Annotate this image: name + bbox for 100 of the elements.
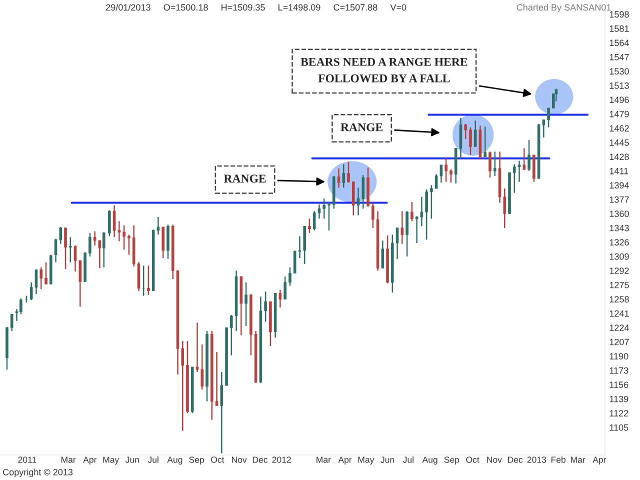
candlestick: [220, 371, 224, 454]
annotation: BEARS NEED A RANGE HERE FOLLOWED BY A FALL: [300, 58, 468, 82]
candlestick: [440, 164, 443, 184]
candlestick: [34, 269, 38, 295]
candlestick: [215, 351, 218, 406]
candlestick: [128, 234, 130, 256]
candlestick: [312, 210, 316, 232]
x-tick-label: Feb: [551, 456, 566, 463]
y-tick-label: 1173: [610, 367, 628, 374]
candlestick: [347, 161, 350, 184]
candlestick: [450, 168, 452, 184]
y-tick-label: 1326: [610, 239, 629, 246]
y-tick-label: 1445: [610, 139, 629, 146]
y-tick-label: 1530: [610, 68, 629, 75]
candlestick: [532, 154, 536, 182]
candlestick: [44, 262, 48, 285]
candlestick: [64, 227, 67, 270]
candlestick: [78, 260, 82, 308]
candlestick: [400, 210, 404, 244]
candlestick: [396, 227, 399, 260]
candlestick: [474, 120, 477, 148]
candlestick: [40, 266, 43, 290]
y-tick-label: 1275: [610, 282, 629, 288]
y-tick-label: 1156: [610, 382, 628, 388]
candlestick: [156, 216, 160, 236]
annotation: RANGE: [224, 174, 266, 183]
candlestick: [288, 266, 292, 286]
x-tick-label: Dec: [508, 456, 523, 463]
candlestick: [278, 289, 282, 308]
candlestick: [547, 107, 550, 128]
candlestick: [30, 282, 33, 301]
candlestick: [372, 202, 374, 229]
y-tick-label: 1462: [610, 125, 629, 132]
candlestick: [415, 216, 418, 244]
x-tick-label: Apr: [83, 456, 97, 465]
candlestick: [493, 151, 496, 177]
candlestick: [59, 226, 62, 244]
candlestick: [108, 210, 111, 237]
x-tick-label: May: [103, 456, 120, 465]
candlestick: [434, 174, 438, 190]
candlestick: [122, 224, 126, 250]
candlestick: [298, 236, 302, 259]
y-tick-label: 1547: [610, 54, 629, 60]
x-tick-label: 2011: [18, 456, 36, 463]
chart-subtitle: 29/01/2013 O=1500.18 H=1509.35 L=1498.09 C=1507.88 V=0: [106, 4, 406, 11]
x-tick-label: Aug: [422, 456, 438, 465]
x-tick-label: Nov: [487, 456, 502, 463]
candlestick: [200, 344, 204, 390]
text: Copyright © 2013: [3, 468, 73, 478]
candlestick: [69, 236, 72, 263]
y-tick-label: 1292: [610, 268, 629, 274]
candlestick: [230, 314, 233, 356]
candlestick: [469, 126, 472, 156]
candlestick: [98, 240, 102, 269]
candlestick: [406, 210, 408, 258]
x-tick-label: Sep: [444, 456, 460, 465]
candlestick: [88, 232, 92, 258]
x-tick-label: Jul: [402, 456, 414, 463]
y-tick-label: 1394: [610, 182, 629, 189]
candlestick: [488, 151, 492, 178]
y-tick-label: 1496: [610, 96, 629, 104]
candlestick: [147, 264, 150, 296]
x-tick-label: Jun: [126, 456, 139, 463]
candlestick: [542, 119, 546, 138]
candlestick: [528, 139, 530, 172]
x-tick-label: Apr: [592, 456, 606, 465]
y-tick-label: 1564: [610, 40, 629, 46]
x-tick-label: Mar: [571, 456, 586, 463]
y-tick-label: 1581: [610, 25, 629, 32]
candlestick: [293, 250, 296, 274]
y-tick-label: 1122: [610, 410, 628, 416]
candlestick: [308, 218, 311, 234]
candlestick: [54, 238, 58, 263]
y-tick-label: 1411: [610, 168, 628, 174]
candlestick: [459, 118, 462, 159]
candlestick: [503, 188, 506, 229]
candlestick: [484, 126, 487, 158]
y-tick-label: 1513: [610, 82, 629, 89]
candlestick: [522, 148, 526, 171]
y-tick-label: 1343: [610, 224, 629, 232]
y-tick-label: 1598: [610, 11, 629, 18]
x-tick-label: Jul: [148, 456, 158, 463]
candlestick: [464, 123, 467, 140]
candlestick: [20, 298, 22, 315]
y-tick-label: 1105: [610, 424, 628, 431]
x-tick-label: Oct: [211, 456, 224, 463]
y-tick-label: 1309: [610, 253, 629, 260]
x-tick-label: Nov: [232, 456, 247, 463]
candlestick: [518, 160, 521, 182]
x-tick-label: Apr: [338, 456, 352, 465]
x-tick-label: May: [358, 456, 374, 465]
candlestick: [410, 201, 414, 222]
candlestick: [337, 168, 340, 188]
candlestick: [74, 244, 77, 272]
candlestick: [328, 201, 330, 232]
candlestick: [10, 314, 14, 332]
candlestick: [284, 276, 286, 300]
annotation: Charted By SANSAN01: [516, 4, 611, 12]
candlestick: [352, 181, 355, 216]
y-tick-label: 1360: [610, 210, 629, 218]
